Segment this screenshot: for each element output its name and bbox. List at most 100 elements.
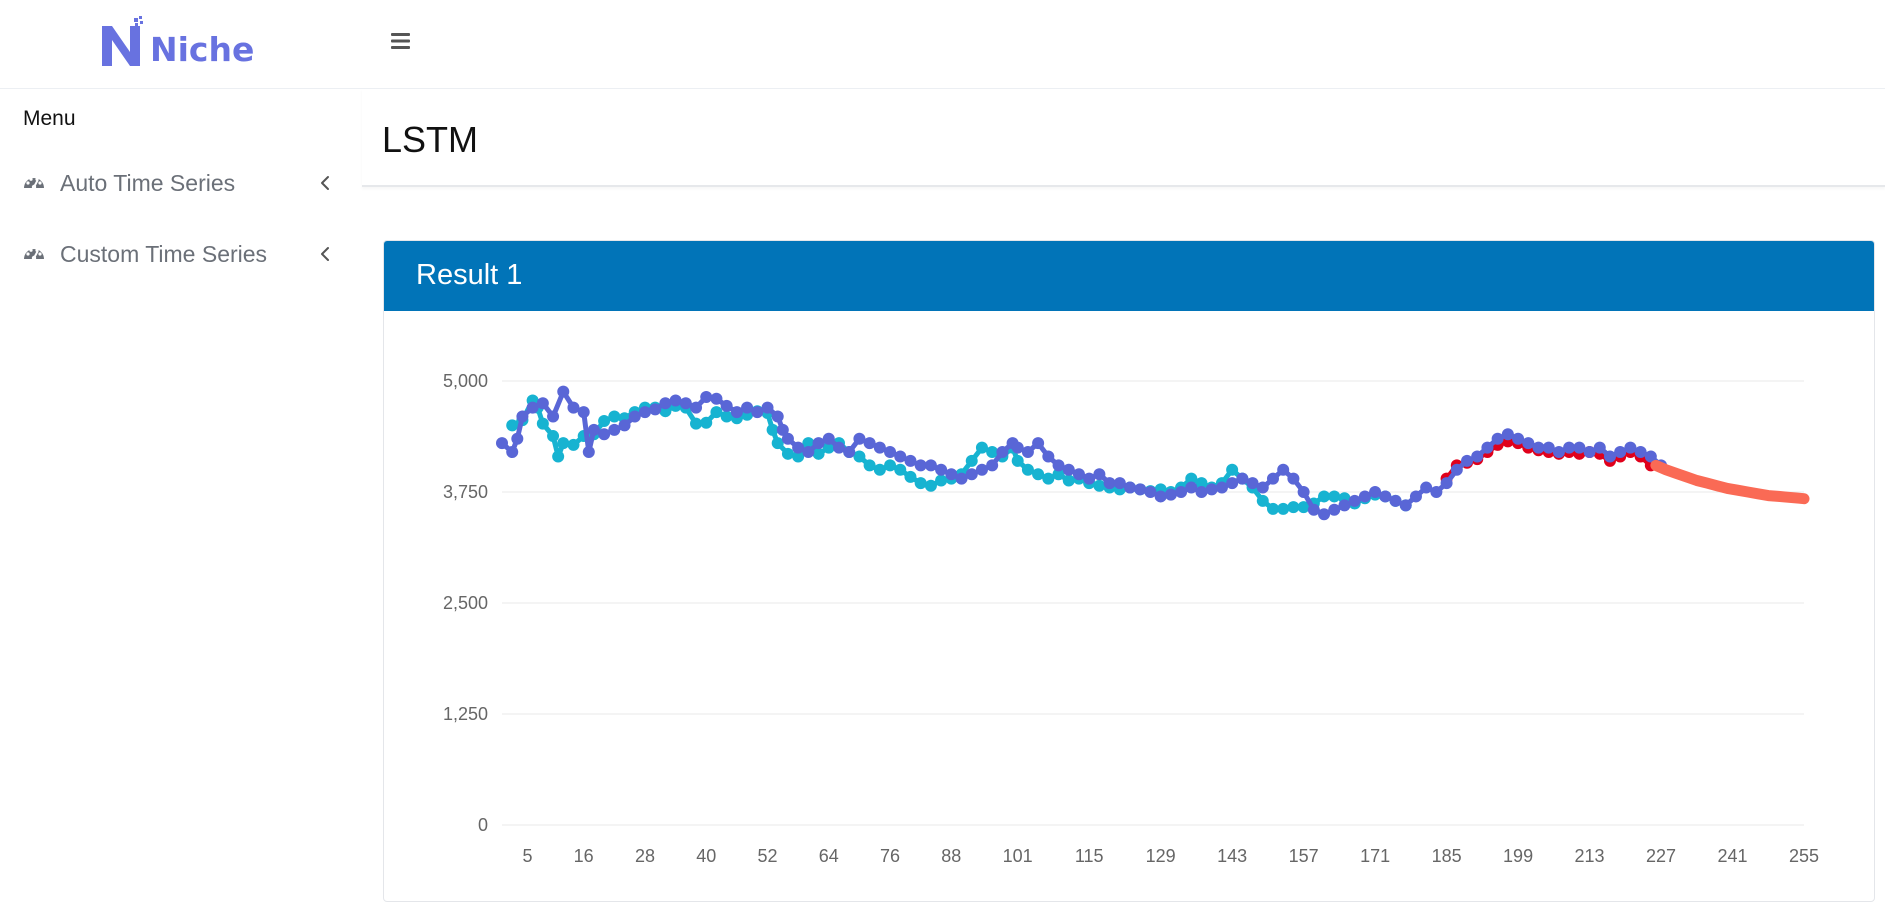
data-point bbox=[1256, 494, 1269, 507]
data-point bbox=[863, 459, 876, 472]
x-tick-label: 88 bbox=[941, 846, 961, 866]
data-point bbox=[1277, 502, 1290, 515]
brand-logo[interactable]: Niche bbox=[100, 14, 254, 68]
data-point bbox=[1593, 441, 1606, 454]
data-point bbox=[669, 394, 682, 407]
x-tick-label: 101 bbox=[1003, 846, 1033, 866]
sidebar: Menu Auto Time Series Custom Time Series bbox=[0, 89, 350, 884]
x-tick-label: 255 bbox=[1789, 846, 1819, 866]
data-point bbox=[1021, 463, 1034, 476]
data-point bbox=[914, 477, 927, 490]
data-point bbox=[557, 385, 570, 398]
x-tick-label: 171 bbox=[1360, 846, 1390, 866]
data-point bbox=[1634, 446, 1647, 459]
data-point bbox=[1297, 501, 1310, 514]
data-point bbox=[700, 390, 713, 403]
data-point bbox=[1318, 490, 1331, 503]
menu-toggle-button[interactable] bbox=[386, 28, 416, 54]
data-point bbox=[812, 447, 825, 460]
data-point bbox=[598, 428, 611, 441]
data-point bbox=[1164, 488, 1177, 501]
x-tick-label: 241 bbox=[1717, 846, 1747, 866]
data-point bbox=[1542, 441, 1555, 454]
data-point bbox=[935, 463, 948, 476]
data-point bbox=[1062, 463, 1075, 476]
data-point bbox=[1644, 450, 1657, 463]
data-point bbox=[863, 437, 876, 450]
data-point bbox=[792, 450, 805, 463]
data-point bbox=[511, 432, 524, 445]
y-tick-label: 1,250 bbox=[443, 704, 488, 724]
data-point bbox=[832, 441, 845, 454]
data-point bbox=[1522, 437, 1535, 450]
card-title: Result 1 bbox=[416, 259, 523, 291]
data-point bbox=[1287, 501, 1300, 514]
data-point bbox=[935, 474, 948, 487]
x-tick-label: 129 bbox=[1146, 846, 1176, 866]
data-point bbox=[802, 446, 815, 459]
data-point bbox=[1072, 468, 1085, 481]
data-point bbox=[986, 446, 999, 459]
data-point bbox=[1532, 441, 1545, 454]
data-point bbox=[547, 430, 560, 443]
x-tick-label: 143 bbox=[1217, 846, 1247, 866]
data-point bbox=[884, 446, 897, 459]
data-point bbox=[1256, 481, 1269, 494]
data-point bbox=[1093, 479, 1106, 492]
data-point bbox=[1603, 450, 1616, 463]
data-point bbox=[1215, 481, 1228, 494]
data-point bbox=[1266, 472, 1279, 485]
data-point bbox=[710, 392, 723, 405]
data-point bbox=[914, 459, 927, 472]
data-point bbox=[853, 432, 866, 445]
data-point bbox=[924, 459, 937, 472]
data-point bbox=[598, 414, 611, 427]
x-tick-label: 227 bbox=[1646, 846, 1676, 866]
data-point bbox=[965, 454, 978, 467]
data-point bbox=[1175, 486, 1188, 498]
x-tick-label: 199 bbox=[1503, 846, 1533, 866]
data-point bbox=[1032, 437, 1045, 450]
data-point bbox=[873, 441, 886, 454]
sidebar-menu-title: Menu bbox=[23, 107, 76, 130]
data-point bbox=[679, 397, 692, 410]
data-point bbox=[516, 410, 529, 423]
data-point bbox=[781, 447, 794, 460]
data-point bbox=[1246, 477, 1259, 490]
x-tick-label: 76 bbox=[880, 846, 900, 866]
page-header: LSTM bbox=[362, 89, 1885, 187]
data-point bbox=[1338, 499, 1351, 512]
data-point bbox=[741, 401, 754, 414]
y-tick-label: 5,000 bbox=[443, 371, 488, 391]
data-point bbox=[1205, 483, 1218, 496]
data-point bbox=[1563, 441, 1576, 454]
sidebar-item-auto-time-series[interactable]: Auto Time Series bbox=[0, 156, 350, 210]
x-tick-label: 52 bbox=[757, 846, 777, 866]
data-point bbox=[1195, 477, 1208, 490]
data-point bbox=[873, 463, 886, 476]
data-point bbox=[608, 410, 621, 423]
data-point bbox=[996, 446, 1009, 459]
data-point bbox=[700, 416, 713, 429]
data-point bbox=[1124, 481, 1137, 494]
data-point bbox=[1358, 490, 1371, 503]
data-point bbox=[608, 423, 621, 436]
hamburger-icon bbox=[391, 33, 410, 49]
data-point bbox=[1154, 490, 1167, 503]
data-point bbox=[1042, 450, 1055, 463]
data-point bbox=[1491, 432, 1504, 445]
data-point bbox=[1226, 463, 1239, 476]
top-bar: Niche bbox=[0, 0, 1885, 89]
data-point bbox=[1195, 486, 1208, 498]
data-point bbox=[1471, 450, 1484, 463]
data-point bbox=[1226, 477, 1239, 490]
data-point bbox=[822, 432, 835, 445]
data-point bbox=[1185, 481, 1198, 494]
sidebar-item-custom-time-series[interactable]: Custom Time Series bbox=[0, 227, 350, 281]
data-point bbox=[1093, 468, 1106, 481]
data-point bbox=[720, 399, 733, 412]
data-point bbox=[1399, 499, 1412, 512]
data-point bbox=[1144, 486, 1157, 498]
chevron-left-icon bbox=[321, 176, 329, 190]
data-point bbox=[975, 441, 988, 454]
